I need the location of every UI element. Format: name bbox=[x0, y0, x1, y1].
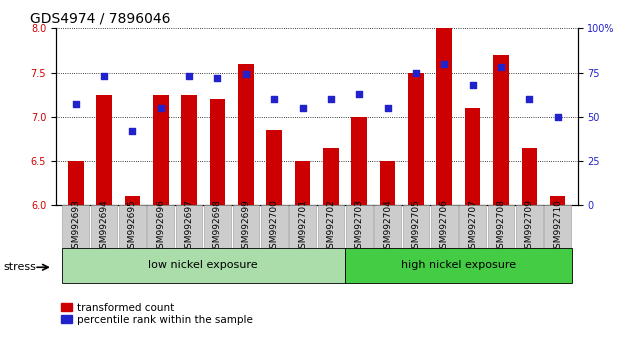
Point bbox=[71, 102, 81, 107]
Point bbox=[297, 105, 307, 111]
Bar bbox=[545, 205, 571, 248]
Bar bbox=[402, 205, 429, 248]
Point bbox=[127, 128, 137, 134]
Bar bbox=[295, 161, 310, 205]
Bar bbox=[61, 248, 345, 283]
Bar bbox=[238, 64, 253, 205]
Bar bbox=[210, 99, 225, 205]
Bar bbox=[437, 28, 452, 205]
Bar bbox=[408, 73, 424, 205]
Text: GSM992710: GSM992710 bbox=[553, 199, 562, 254]
Point bbox=[326, 96, 336, 102]
Bar bbox=[147, 205, 174, 248]
Text: GSM992696: GSM992696 bbox=[156, 199, 165, 254]
Point bbox=[156, 105, 166, 111]
Text: GSM992702: GSM992702 bbox=[327, 199, 335, 254]
Point bbox=[383, 105, 392, 111]
Bar bbox=[317, 205, 344, 248]
Bar bbox=[91, 205, 117, 248]
Text: GSM992709: GSM992709 bbox=[525, 199, 534, 254]
Bar bbox=[351, 117, 367, 205]
Bar bbox=[431, 205, 458, 248]
Bar bbox=[374, 205, 401, 248]
Bar bbox=[96, 95, 112, 205]
Bar bbox=[176, 205, 202, 248]
Bar bbox=[266, 130, 282, 205]
Point bbox=[184, 73, 194, 79]
Bar bbox=[125, 196, 140, 205]
Point bbox=[553, 114, 563, 120]
Bar bbox=[522, 148, 537, 205]
Bar bbox=[261, 205, 288, 248]
Point bbox=[241, 72, 251, 77]
Bar bbox=[232, 205, 259, 248]
Bar bbox=[460, 205, 486, 248]
Text: GSM992700: GSM992700 bbox=[270, 199, 279, 254]
Point bbox=[524, 96, 534, 102]
Text: GSM992699: GSM992699 bbox=[242, 199, 250, 254]
Bar bbox=[204, 205, 231, 248]
Text: GSM992708: GSM992708 bbox=[496, 199, 505, 254]
Point bbox=[354, 91, 364, 97]
Bar bbox=[181, 95, 197, 205]
Bar bbox=[380, 161, 396, 205]
Point bbox=[99, 73, 109, 79]
Legend: transformed count, percentile rank within the sample: transformed count, percentile rank withi… bbox=[61, 303, 253, 325]
Point bbox=[496, 64, 506, 70]
Bar bbox=[62, 205, 89, 248]
Text: GSM992695: GSM992695 bbox=[128, 199, 137, 254]
Bar bbox=[323, 148, 338, 205]
Text: GSM992704: GSM992704 bbox=[383, 199, 392, 254]
Text: stress: stress bbox=[3, 262, 36, 272]
Point bbox=[468, 82, 478, 88]
Bar bbox=[516, 205, 543, 248]
Text: low nickel exposure: low nickel exposure bbox=[148, 261, 258, 270]
Point bbox=[212, 75, 222, 81]
Text: GSM992701: GSM992701 bbox=[298, 199, 307, 254]
Text: high nickel exposure: high nickel exposure bbox=[401, 261, 516, 270]
Bar bbox=[289, 205, 316, 248]
Text: GSM992706: GSM992706 bbox=[440, 199, 449, 254]
Text: GSM992705: GSM992705 bbox=[412, 199, 420, 254]
Text: GSM992694: GSM992694 bbox=[99, 199, 109, 254]
Text: GSM992703: GSM992703 bbox=[355, 199, 364, 254]
Bar bbox=[487, 205, 514, 248]
Bar bbox=[153, 95, 168, 205]
Point bbox=[411, 70, 421, 75]
Text: GSM992693: GSM992693 bbox=[71, 199, 80, 254]
Bar bbox=[346, 205, 373, 248]
Bar bbox=[119, 205, 146, 248]
Point bbox=[439, 61, 449, 67]
Bar bbox=[465, 108, 481, 205]
Text: GDS4974 / 7896046: GDS4974 / 7896046 bbox=[30, 12, 170, 26]
Bar bbox=[493, 55, 509, 205]
Bar bbox=[345, 248, 572, 283]
Text: GSM992698: GSM992698 bbox=[213, 199, 222, 254]
Text: GSM992697: GSM992697 bbox=[184, 199, 194, 254]
Text: GSM992707: GSM992707 bbox=[468, 199, 477, 254]
Bar bbox=[550, 196, 566, 205]
Bar bbox=[68, 161, 84, 205]
Point bbox=[270, 96, 279, 102]
